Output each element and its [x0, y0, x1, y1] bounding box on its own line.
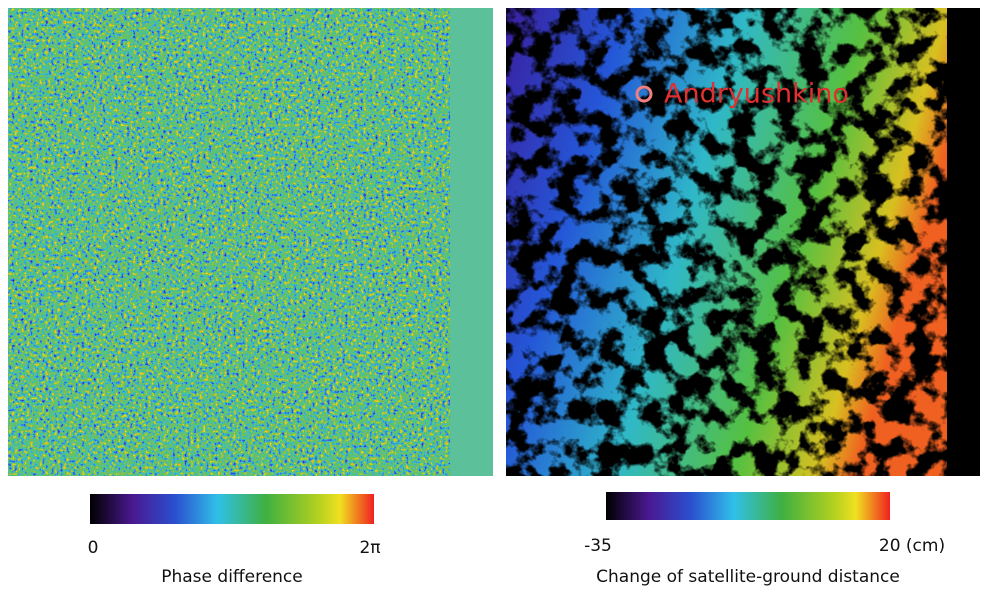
place-label: Andryushkino	[664, 79, 849, 110]
colorbar-max: 2π	[359, 538, 380, 558]
colorbar-min: 0	[88, 538, 99, 558]
colorbar-min: -35	[584, 536, 612, 556]
edge-strip	[450, 8, 493, 476]
colorbar-title: Change of satellite-ground distance	[596, 567, 900, 587]
colorbar	[90, 494, 374, 524]
figure: Andryushkino 0 2π Phase difference -35 2…	[0, 0, 982, 590]
edge-strip	[947, 8, 980, 476]
colorbar-title: Phase difference	[161, 567, 303, 587]
phase-image	[8, 8, 450, 476]
colorbar	[606, 492, 890, 520]
colorbar-max: 20 (cm)	[879, 536, 945, 556]
